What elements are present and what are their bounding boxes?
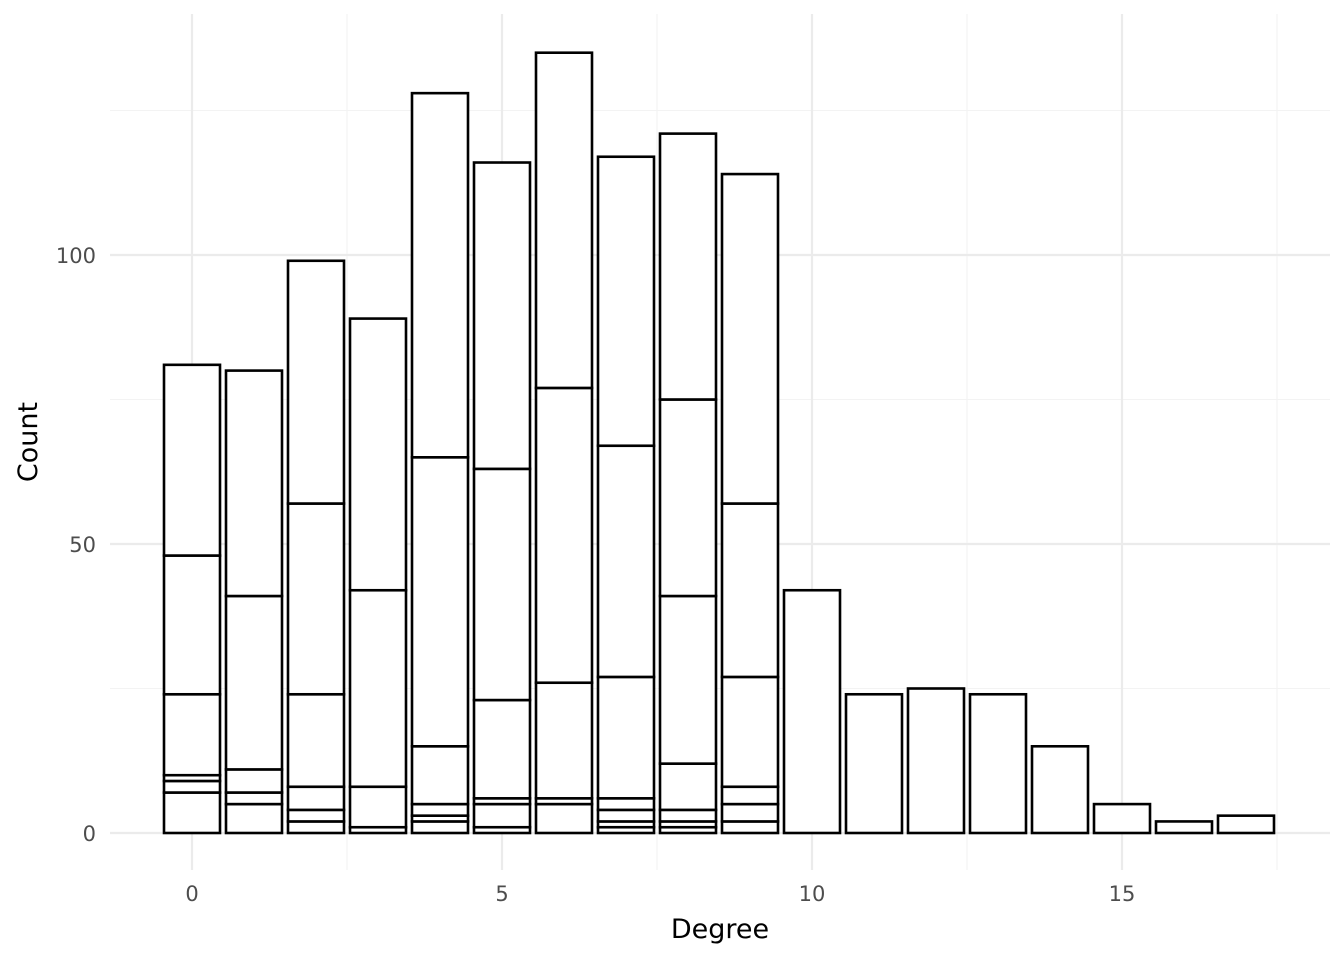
bar-segment bbox=[286, 692, 346, 789]
bar-stack-degree-2 bbox=[286, 259, 346, 835]
bar-segment bbox=[720, 675, 780, 789]
x-tick-labels: 0 5 10 15 bbox=[185, 882, 1135, 906]
bar-segment bbox=[410, 455, 470, 748]
bar-stack-degree-0 bbox=[162, 363, 222, 835]
bar-segment bbox=[224, 594, 284, 771]
bar-stack-degree-3 bbox=[348, 317, 408, 835]
bar-stack-degree-7 bbox=[596, 155, 656, 835]
bar-segment bbox=[596, 797, 656, 812]
bar-stack-degree-15 bbox=[1092, 802, 1152, 835]
bar-segment bbox=[286, 808, 346, 823]
bar-stack-degree-11 bbox=[844, 692, 904, 835]
bar-segment bbox=[720, 785, 780, 806]
bar-segment bbox=[1030, 744, 1090, 835]
bar-segment bbox=[968, 692, 1028, 835]
bar-segment bbox=[410, 91, 470, 459]
bar-segment bbox=[162, 779, 222, 794]
bar-segment bbox=[782, 588, 842, 835]
bar-stack-degree-9 bbox=[720, 172, 780, 835]
bar-segment bbox=[286, 820, 346, 835]
bar-segment bbox=[534, 386, 594, 685]
bar-segment bbox=[410, 820, 470, 835]
bar-segment bbox=[348, 317, 408, 592]
bar-segment bbox=[720, 820, 780, 835]
bar-segment bbox=[162, 363, 222, 557]
y-tick-label: 50 bbox=[69, 533, 96, 557]
bar-segment bbox=[286, 502, 346, 696]
bar-stack-degree-17 bbox=[1216, 814, 1276, 835]
bar-stack-degree-16 bbox=[1154, 820, 1214, 835]
bar-segment bbox=[596, 155, 656, 448]
y-tick-label: 0 bbox=[83, 822, 96, 846]
bar-segment bbox=[1154, 820, 1214, 835]
bar-segment bbox=[286, 259, 346, 505]
bar-segment bbox=[162, 554, 222, 696]
x-tick-label: 15 bbox=[1109, 882, 1136, 906]
bar-segment bbox=[534, 51, 594, 390]
bar-segment bbox=[658, 132, 718, 401]
bar-segment bbox=[224, 768, 284, 794]
bar-segment bbox=[472, 802, 532, 829]
bar-segment bbox=[224, 802, 284, 835]
bars bbox=[162, 51, 1276, 835]
x-tick-label: 0 bbox=[185, 882, 198, 906]
y-tick-label: 100 bbox=[56, 244, 96, 268]
bar-segment bbox=[224, 791, 284, 806]
bar-stack-degree-8 bbox=[658, 132, 718, 835]
bar-segment bbox=[720, 172, 780, 505]
bar-segment bbox=[906, 687, 966, 835]
bar-segment bbox=[534, 802, 594, 835]
bar-segment bbox=[472, 161, 532, 471]
bar-segment bbox=[286, 785, 346, 812]
bar-segment bbox=[658, 762, 718, 812]
bar-stack-degree-10 bbox=[782, 588, 842, 835]
bar-segment bbox=[472, 467, 532, 702]
y-axis-title: Count bbox=[13, 402, 44, 482]
bar-segment bbox=[410, 744, 470, 806]
bar-stack-degree-5 bbox=[472, 161, 532, 835]
bar-segment bbox=[472, 698, 532, 800]
y-tick-labels: 0 50 100 bbox=[56, 244, 96, 846]
bar-stack-degree-12 bbox=[906, 687, 966, 835]
x-axis-title: Degree bbox=[671, 914, 769, 945]
bar-segment bbox=[162, 692, 222, 777]
bar-stack-degree-13 bbox=[968, 692, 1028, 835]
bar-segment bbox=[596, 444, 656, 679]
bar-stack-degree-4 bbox=[410, 91, 470, 835]
bar-segment bbox=[534, 681, 594, 800]
bar-segment bbox=[1092, 802, 1152, 835]
bar-segment bbox=[410, 802, 470, 817]
bar-segment bbox=[596, 675, 656, 800]
bar-segment bbox=[658, 808, 718, 823]
x-tick-label: 10 bbox=[799, 882, 826, 906]
bar-segment bbox=[844, 692, 904, 835]
bar-stack-degree-14 bbox=[1030, 744, 1090, 835]
bar-segment bbox=[224, 369, 284, 598]
x-tick-label: 5 bbox=[495, 882, 508, 906]
bar-segment bbox=[658, 398, 718, 598]
bar-segment bbox=[348, 588, 408, 789]
bar-segment bbox=[658, 594, 718, 765]
bar-segment bbox=[596, 808, 656, 823]
bar-segment bbox=[1216, 814, 1276, 835]
bar-segment bbox=[720, 502, 780, 679]
bar-segment bbox=[348, 785, 408, 829]
bar-segment bbox=[720, 802, 780, 823]
bar-segment bbox=[162, 791, 222, 835]
bar-stack-degree-1 bbox=[224, 369, 284, 835]
bar-stack-degree-6 bbox=[534, 51, 594, 835]
